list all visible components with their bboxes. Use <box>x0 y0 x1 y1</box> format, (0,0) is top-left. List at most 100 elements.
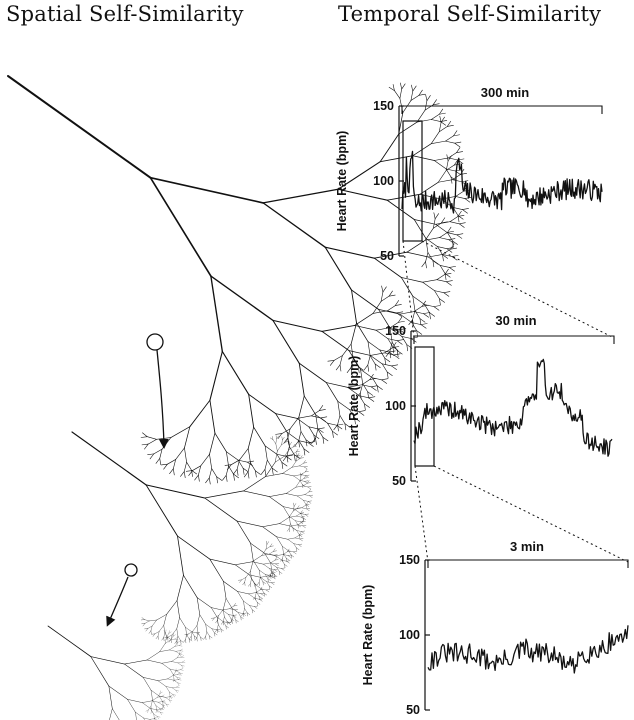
tree-branch <box>266 541 269 545</box>
tree-branch <box>47 625 92 657</box>
tree-branch <box>174 637 178 640</box>
tree-branch <box>154 631 160 635</box>
tree-branch <box>288 515 297 518</box>
tree-branch <box>296 455 298 462</box>
tree-branch <box>290 525 297 531</box>
tree-branch <box>178 679 182 681</box>
tree-branch <box>235 619 239 622</box>
tree-branch <box>194 474 199 481</box>
tree-branch <box>452 240 454 248</box>
zoom-connector <box>414 465 429 563</box>
tree-branch <box>425 252 429 263</box>
tree-branch <box>296 547 300 550</box>
tree-branch <box>364 403 366 411</box>
tree-branch <box>281 568 285 571</box>
tree-branch <box>302 525 306 528</box>
tree-branch <box>433 160 447 170</box>
tree-branch <box>265 574 271 576</box>
tree-branch <box>455 196 466 199</box>
tree-branch <box>322 436 325 444</box>
tree-branch <box>166 600 178 615</box>
tree-branch <box>262 526 277 538</box>
tree-branch <box>272 576 276 580</box>
tree-branch <box>378 308 391 329</box>
tree-branch <box>324 246 375 259</box>
tree-branch <box>412 310 416 320</box>
tree-branch <box>235 564 250 576</box>
tree-branch <box>367 391 369 399</box>
tree-branch <box>399 313 413 323</box>
tree-branch <box>144 443 149 450</box>
tree-branch <box>374 363 381 368</box>
tree-branch <box>300 513 306 515</box>
tree-branch <box>255 470 261 475</box>
tree-branch <box>169 699 171 703</box>
y-tick-label: 100 <box>385 399 406 413</box>
tree-branch <box>296 530 302 532</box>
tree-branch <box>295 520 301 522</box>
tree-branch <box>237 459 248 463</box>
tree-branch <box>446 120 452 127</box>
tree-branch <box>419 318 426 323</box>
tree-branch <box>305 468 308 473</box>
tree-branch <box>301 507 307 510</box>
tree-branch <box>456 151 464 153</box>
tree-branch <box>373 251 408 259</box>
tree-branch <box>394 90 401 99</box>
tree-branch <box>222 609 229 615</box>
tree-branch <box>424 237 440 241</box>
tree-branch <box>374 363 377 371</box>
tree-branch <box>173 468 175 476</box>
tree-branch <box>150 710 152 714</box>
tree-branch <box>360 369 363 384</box>
tree-branch <box>456 147 461 153</box>
tree-branch <box>298 362 327 384</box>
tree-branch <box>381 379 388 384</box>
tree-branch <box>184 447 187 463</box>
tree-branch <box>288 523 291 529</box>
tree-branch <box>361 379 371 386</box>
tree-branch <box>393 354 400 359</box>
tree-branch <box>349 409 355 419</box>
tree-branch <box>198 465 202 476</box>
tree-branch <box>229 608 235 610</box>
tree-branch <box>142 432 148 438</box>
tree-branch <box>275 413 288 433</box>
tree-branch <box>300 521 304 524</box>
tree-branch <box>244 577 247 583</box>
tree-branch <box>225 465 229 476</box>
tree-branch <box>256 582 260 586</box>
tree-branch <box>262 188 339 204</box>
tree-branch <box>233 615 237 618</box>
tree-branch <box>447 232 458 236</box>
tree-branch <box>160 463 168 466</box>
tree-branch <box>291 465 300 468</box>
tree-branch <box>154 718 158 720</box>
tree-branch <box>228 614 232 619</box>
tree-branch <box>447 230 455 233</box>
tree-branch <box>430 140 446 145</box>
tree-branch <box>344 423 347 431</box>
tree-branch <box>160 707 164 710</box>
tree-branch <box>167 634 173 638</box>
tree-branch <box>299 462 304 467</box>
tree-branch <box>252 555 263 562</box>
tree-branch <box>211 628 217 630</box>
tree-branch <box>163 632 166 638</box>
small-tree <box>47 625 186 720</box>
tree-branch <box>156 708 162 710</box>
tree-branch <box>156 614 167 621</box>
tree-branch <box>433 218 436 229</box>
tree-branch <box>291 454 298 456</box>
tree-branch <box>163 463 168 470</box>
tree-branch <box>187 631 193 635</box>
tree-branch <box>275 563 279 566</box>
tree-branch <box>441 221 448 224</box>
tree-branch <box>204 497 238 522</box>
tree-branch <box>367 391 374 396</box>
tree-branch <box>272 319 300 364</box>
tree-branch <box>448 239 455 244</box>
tree-branch <box>179 645 183 647</box>
tree-branch <box>284 449 290 457</box>
tree-branch <box>292 444 296 448</box>
